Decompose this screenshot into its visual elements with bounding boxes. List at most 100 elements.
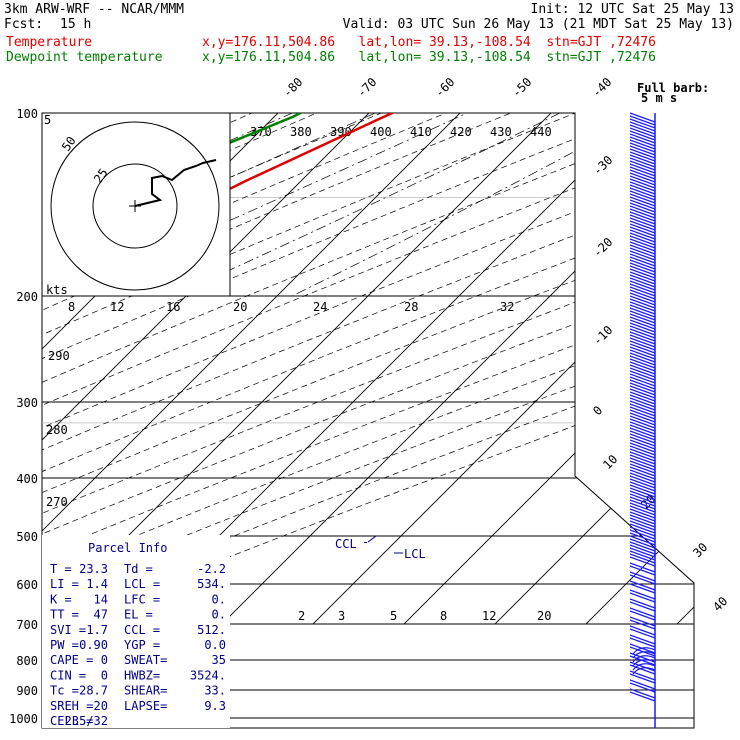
wind-barb — [629, 157, 656, 174]
full-barb-label: Full barb: — [637, 81, 709, 95]
theta-label-420: 420 — [450, 125, 472, 139]
wind-barb — [629, 616, 656, 630]
low-level-barbs — [632, 647, 656, 675]
barb-flag — [629, 250, 656, 261]
parcel-row-3-col-2: EL = — [124, 608, 153, 622]
theta-label-430: 430 — [490, 125, 512, 139]
barb-flag — [629, 565, 656, 576]
temp-tick-30: 30 — [690, 540, 710, 560]
parcel-row-6-col-0: CAPE = — [50, 653, 93, 667]
barb-flag — [629, 529, 656, 540]
barb-flag — [629, 208, 656, 219]
barb-flag — [629, 418, 656, 429]
barb-flag — [629, 136, 656, 147]
barb-flag — [629, 121, 656, 132]
parcel-row-7-col-3: 3524. — [190, 668, 226, 682]
wind-barb — [629, 490, 656, 507]
barb-flag — [629, 187, 656, 198]
wind-barb — [629, 634, 656, 648]
barb-flag — [629, 313, 656, 324]
wind-barb — [629, 454, 656, 471]
barb-flag — [629, 616, 656, 627]
barb-flag — [629, 391, 656, 402]
parcel-row-1-col-0: LI = — [50, 577, 79, 591]
temperature-legend: Temperature — [6, 35, 93, 50]
wind-barb — [629, 562, 656, 576]
barb-flag — [629, 211, 656, 222]
wind-barb — [629, 337, 656, 354]
wind-barb — [629, 463, 656, 480]
barb-flag — [629, 445, 656, 456]
barb-flag — [629, 400, 656, 411]
barb-flag — [629, 235, 656, 246]
wind-barb — [629, 193, 656, 210]
hodograph-frame — [41, 112, 231, 297]
barb-flag — [629, 547, 656, 558]
wind-barb — [629, 571, 656, 585]
barb-flag — [629, 403, 656, 414]
barb-flag — [629, 115, 656, 126]
barb-flag — [629, 691, 656, 702]
barb-flag — [629, 301, 656, 312]
barb-flag — [629, 163, 656, 174]
low-level-barb — [632, 659, 656, 667]
parcel-row-8-col-2: SHEAR= — [124, 684, 167, 698]
barb-flag — [629, 634, 656, 645]
parcel-row-0-col-2: Td = — [124, 562, 153, 576]
barb-flag — [629, 589, 656, 600]
mr-top-label-12: 12 — [110, 300, 124, 314]
parcel-info-title: Parcel Info — [88, 541, 167, 555]
barb-flag — [629, 673, 656, 684]
barb-flag — [629, 484, 656, 495]
barb-flag — [629, 451, 656, 462]
barb-flag — [629, 541, 656, 552]
parcel-row-10-col-1: 235/32 — [65, 714, 108, 728]
wind-barb — [629, 409, 656, 426]
pressure-label-700: 700 — [16, 618, 38, 632]
wind-barb — [629, 589, 656, 603]
mixing-ratio-label-20: 20 — [537, 609, 551, 623]
barb-flag — [629, 397, 656, 408]
hodograph-label-5: 5 — [44, 113, 51, 127]
wind-barb — [629, 517, 656, 534]
barb-flag — [629, 307, 656, 318]
mr-top-label-8: 8 — [68, 300, 75, 314]
barb-flag — [629, 265, 656, 276]
mr-top-label-16: 16 — [166, 300, 180, 314]
barb-flag — [629, 625, 656, 636]
barb-flag — [629, 406, 656, 417]
barb-flag — [629, 412, 656, 423]
barb-flag — [629, 244, 656, 255]
barb-flag — [629, 151, 656, 162]
barb-flag — [629, 514, 656, 525]
wind-barb — [629, 301, 656, 318]
wind-barb — [629, 679, 656, 693]
barb-flag — [629, 334, 656, 345]
barb-flag — [629, 352, 656, 363]
barb-flag — [629, 493, 656, 504]
barb-flag — [629, 226, 656, 237]
low-level-barb — [632, 663, 656, 671]
barb-flag — [629, 556, 656, 567]
barb-flag — [629, 544, 656, 555]
wind-barb — [629, 121, 656, 138]
barb-flag — [629, 523, 656, 534]
wind-barbs: Full barb: 5 m s — [629, 81, 709, 728]
barb-flag — [629, 349, 656, 360]
isotherm--30 — [42, 113, 694, 625]
valid-time: Valid: 03 UTC Sun 26 May 13 (21 MDT Sat … — [342, 17, 734, 32]
barb-flag — [629, 511, 656, 522]
barb-flag — [629, 295, 656, 306]
temp-tick--40: -40 — [589, 75, 614, 100]
barb-flag — [629, 124, 656, 135]
wind-barb — [629, 184, 656, 201]
barb-flag — [629, 172, 656, 183]
theta-label-410: 410 — [410, 125, 432, 139]
barb-flag — [629, 538, 656, 549]
barb-flag — [629, 424, 656, 435]
barb-flag — [629, 325, 656, 336]
barb-flag — [629, 364, 656, 375]
barb-flag — [629, 130, 656, 141]
parcel-row-1-col-3: 534. — [197, 577, 226, 591]
